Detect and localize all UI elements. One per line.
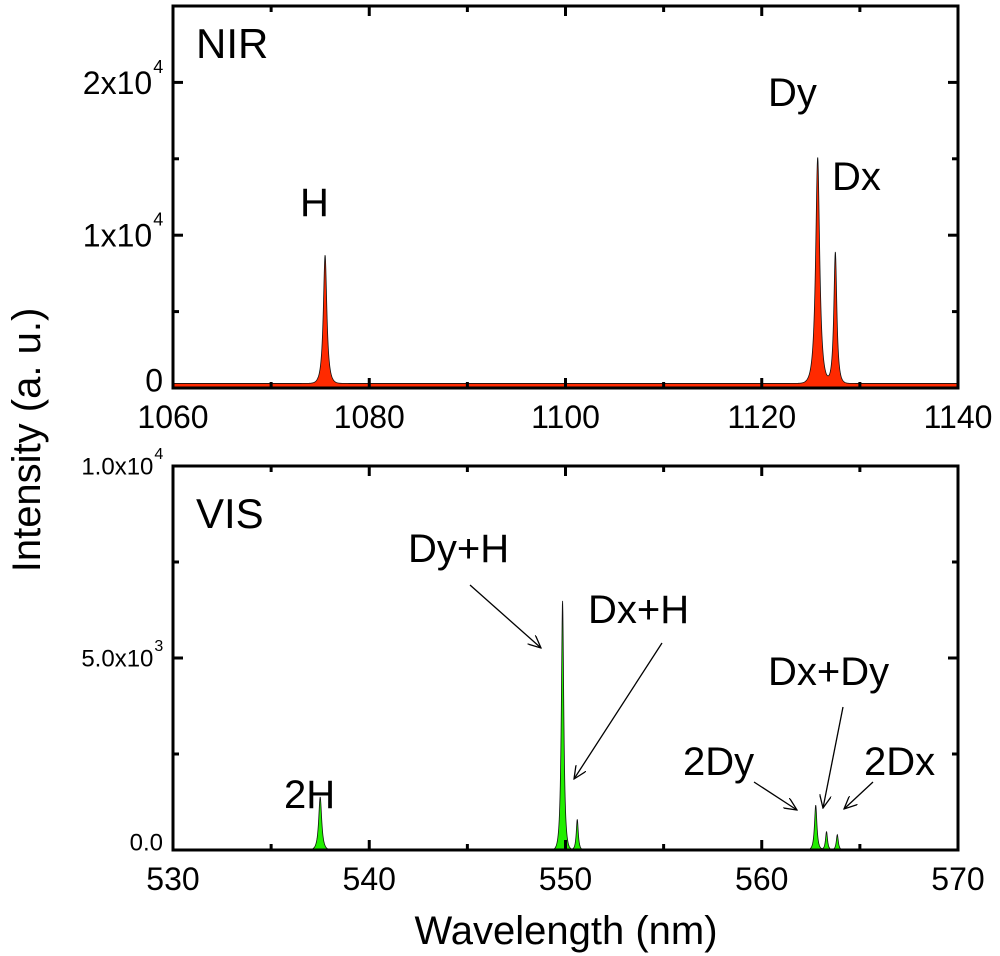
arrow-dx-dy	[823, 706, 844, 808]
nir-panel-label: NIR	[196, 20, 268, 67]
vis-y-tick-exponent: 4	[154, 446, 163, 463]
arrow-2dx	[844, 781, 874, 809]
peak-label-dx-h: Dx+H	[588, 588, 689, 632]
nir-y-tick-exponent: 4	[153, 210, 163, 230]
arrow-2dy	[753, 781, 797, 810]
nir-y-tick-label: 2x10	[83, 65, 152, 101]
x-axis-label: Wavelength (nm)	[414, 909, 717, 953]
vis-x-tick-label: 550	[539, 861, 592, 897]
peak-label-h: H	[300, 181, 329, 225]
nir-x-tick-label: 1120	[727, 399, 796, 435]
arrow-dy-h	[469, 584, 541, 648]
nir-y-tick-exponent: 4	[153, 57, 163, 77]
vis-y-tick-exponent: 3	[154, 638, 163, 655]
peak-label-dx-dy: Dx+Dy	[768, 650, 889, 694]
nir-x-tick-label: 1100	[531, 399, 600, 435]
vis-y-tick-label: 5.0x10	[81, 646, 153, 673]
peak-label-2dx: 2Dx	[864, 740, 935, 784]
nir-x-tick-label: 1060	[137, 399, 208, 435]
peak-label-dx: Dx	[832, 155, 881, 199]
vis-x-tick-label: 530	[146, 861, 199, 897]
peak-label-dy: Dy	[768, 71, 817, 115]
peak-label-2dy: 2Dy	[683, 740, 754, 784]
nir-x-tick-label: 1080	[334, 399, 405, 435]
vis-y-tick-label: 1.0x10	[81, 454, 153, 481]
vis-x-tick-label: 540	[343, 861, 396, 897]
vis-x-tick-label: 560	[735, 861, 788, 897]
vis-y-tick-label: 0.0	[130, 830, 163, 857]
vis-x-tick-label: 570	[931, 861, 984, 897]
vis-panel: 530 540 550 560 570 0.0 5.0x10 3 1.0x10 4	[81, 446, 984, 897]
nir-y-tick-label: 0	[145, 363, 163, 399]
vis-panel-label: VIS	[196, 490, 264, 537]
peak-label-dy-h: Dy+H	[408, 527, 509, 571]
nir-x-tick-label: 1140	[924, 399, 993, 435]
y-axis-label: Intensity (a. u.)	[5, 308, 49, 573]
peak-label-2h: 2H	[284, 773, 335, 817]
arrow-dx-h	[574, 642, 663, 779]
nir-y-tick-label: 1x10	[83, 218, 152, 254]
